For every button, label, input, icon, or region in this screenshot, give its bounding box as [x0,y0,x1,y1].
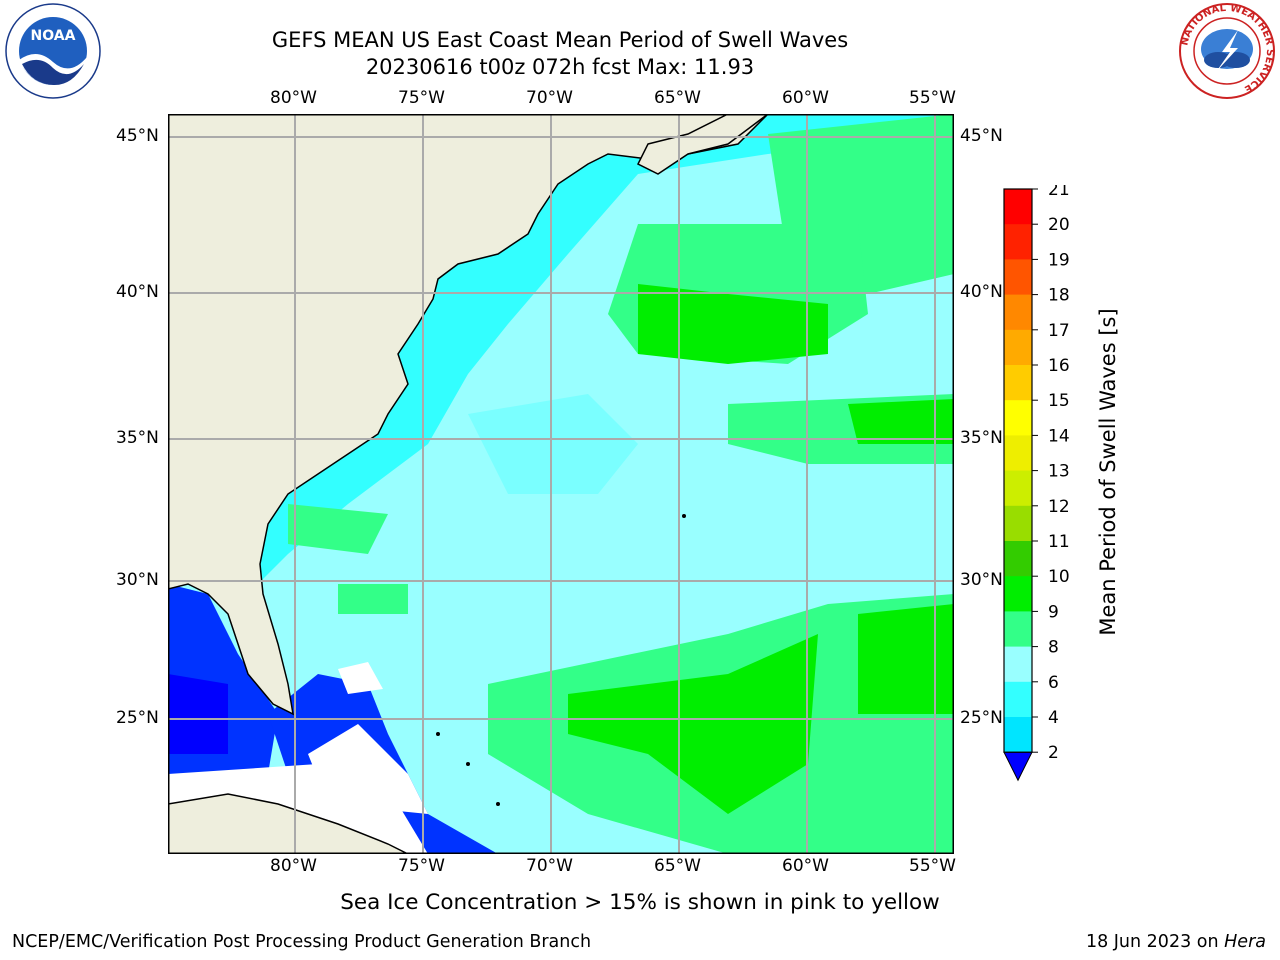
colorbar-tick-label: 10 [1048,567,1070,587]
colorbar-segment [1004,435,1032,472]
graticule [168,114,954,854]
footer-date: 18 Jun 2023 on Hera [1086,932,1266,952]
colorbar-segment [1004,189,1032,225]
land-cuba [168,793,409,854]
lon-label-bottom-75w: 75°W [398,856,445,876]
colorbar-tick-label: 15 [1048,391,1070,411]
colorbar-tick-label: 9 [1048,602,1059,622]
lon-label-top-70w: 70°W [526,88,573,108]
swell-core-north-central [638,284,828,364]
footer-date-text: 18 Jun 2023 on [1085,932,1225,952]
nws-logo: NATIONAL WEATHER SERVICE [1176,2,1278,100]
lat-label-right-25n: 25°N [960,708,1003,728]
lat-label-right-35n: 35°N [960,428,1003,448]
swell-region-west [338,584,408,614]
colorbar-segment [1004,329,1032,366]
colorbar-segment [1004,681,1032,718]
colorbar-segment [1004,717,1032,753]
lon-label-top-80w: 80°W [270,88,317,108]
colorbar-extend-arrow [1003,751,1033,782]
land-north-america [168,114,770,716]
colorbar-tick-label: 4 [1048,708,1059,728]
colorbar-tick-label: 11 [1048,532,1070,552]
colorbar-tick-label: 16 [1048,356,1070,376]
colorbar: 2 4 6 8 9 10 11 12 13 14 15 16 17 18 19 20 21 [1000,185,1080,785]
colorbar-svg: 2 4 6 8 9 10 11 12 13 14 15 16 17 18 19 20 21 [1003,185,1070,782]
colorbar-tick-label: 13 [1048,462,1070,482]
lat-label-left-35n: 35°N [116,428,159,448]
colorbar-tick-label: 18 [1048,286,1070,306]
colorbar-tick-label: 6 [1048,673,1059,693]
lat-label-left-40n: 40°N [116,282,159,302]
footer-host: Hera [1224,932,1266,952]
lon-label-bottom-70w: 70°W [526,856,573,876]
lon-label-top-55w: 55°W [909,88,956,108]
lon-label-bottom-80w: 80°W [270,856,317,876]
map-svg [168,114,954,854]
colorbar-label: Mean Period of Swell Waves [s] [1096,308,1120,636]
colorbar-segment [1004,505,1032,542]
colorbar-tick-label: 20 [1048,215,1070,235]
colorbar-segment [1004,611,1032,648]
lat-label-left-30n: 30°N [116,570,159,590]
land-nova-scotia [636,114,770,175]
lon-label-bottom-65w: 65°W [654,856,701,876]
noaa-logo: NOAA [2,2,104,100]
colorbar-segment [1004,294,1032,331]
colorbar-tick-label: 17 [1048,321,1070,341]
lon-label-top-75w: 75°W [398,88,445,108]
lat-label-right-30n: 30°N [960,570,1003,590]
colorbar-tick-label: 2 [1048,743,1059,763]
colorbar-tick-label: 21 [1048,185,1070,200]
noaa-logo-text: NOAA [31,28,76,44]
lat-label-left-45n: 45°N [116,126,159,146]
colorbar-segment [1004,365,1032,401]
lon-label-bottom-55w: 55°W [909,856,956,876]
lon-label-bottom-60w: 60°W [782,856,829,876]
swell-core-south [568,634,818,814]
colorbar-tick-label: 12 [1048,497,1070,517]
colorbar-segment [1004,541,1032,577]
map-frame [168,114,954,854]
lon-label-top-60w: 60°W [782,88,829,108]
colorbar-segment [1004,259,1032,296]
lat-label-right-45n: 45°N [960,126,1003,146]
map-panel [168,114,954,854]
colorbar-segment [1004,400,1032,436]
title-line-2: 20230616 t00z 072h fcst Max: 11.93 [365,55,755,79]
colorbar-tick-label: 8 [1048,638,1059,658]
lat-label-right-40n: 40°N [960,282,1003,302]
colorbar-segment [1004,224,1032,260]
colorbar-tick-label: 19 [1048,250,1070,270]
colorbar-segment [1004,646,1032,683]
title-line-1: GEFS MEAN US East Coast Mean Period of S… [271,28,849,52]
lat-label-left-25n: 25°N [116,708,159,728]
colorbar-segment [1004,576,1032,612]
lon-label-top-65w: 65°W [654,88,701,108]
colorbar-segment [1004,470,1032,507]
colorbar-tick-label: 14 [1048,426,1070,446]
sea-ice-note: Sea Ice Concentration > 15% is shown in … [340,890,940,915]
footer-credit: NCEP/EMC/Verification Post Processing Pr… [12,932,592,952]
